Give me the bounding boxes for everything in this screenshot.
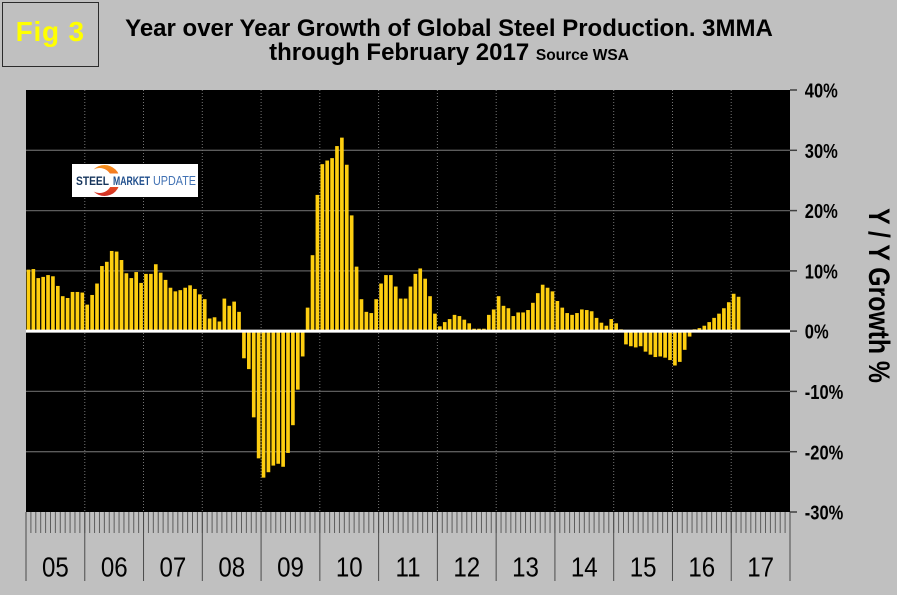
- svg-text:17: 17: [747, 551, 774, 583]
- svg-text:14: 14: [571, 551, 598, 583]
- svg-text:09: 09: [277, 551, 304, 583]
- svg-text:10: 10: [336, 551, 363, 583]
- svg-text:20%: 20%: [805, 200, 838, 223]
- svg-text:06: 06: [101, 551, 128, 583]
- svg-text:11: 11: [396, 551, 421, 583]
- svg-text:MARKET: MARKET: [113, 174, 150, 188]
- svg-text:10%: 10%: [805, 260, 838, 283]
- svg-text:07: 07: [160, 551, 187, 583]
- svg-text:16: 16: [688, 551, 715, 583]
- svg-text:-10%: -10%: [805, 380, 844, 403]
- svg-text:0%: 0%: [805, 320, 829, 343]
- svg-text:STEEL: STEEL: [76, 174, 109, 188]
- svg-text:13: 13: [512, 551, 539, 583]
- svg-text:12: 12: [453, 551, 480, 583]
- svg-text:40%: 40%: [805, 79, 838, 102]
- svg-text:Y / Y Growth %: Y / Y Growth %: [863, 208, 897, 383]
- svg-text:08: 08: [218, 551, 245, 583]
- svg-text:30%: 30%: [805, 139, 838, 162]
- svg-text:15: 15: [630, 551, 657, 583]
- svg-text:-20%: -20%: [805, 441, 844, 464]
- svg-text:UPDATE: UPDATE: [153, 174, 196, 188]
- svg-text:05: 05: [42, 551, 69, 583]
- svg-text:-30%: -30%: [805, 501, 844, 524]
